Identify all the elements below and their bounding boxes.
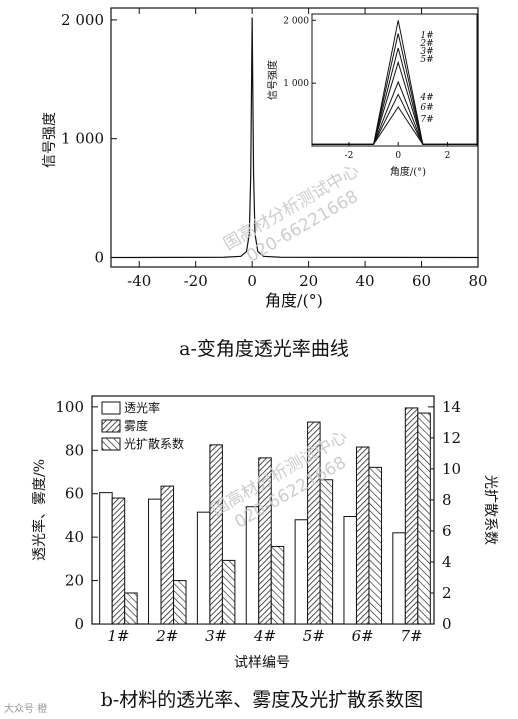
bar-haze bbox=[355, 446, 370, 625]
chart-b-y-axis-label-right: 光扩散系数 bbox=[482, 475, 498, 545]
inset-x-tick-label: 2 bbox=[445, 151, 451, 161]
chart-b-left-tick-label: 0 bbox=[74, 615, 84, 633]
chart-b-x-tick-label: 1# bbox=[107, 627, 129, 645]
chart-b-right-tick-label: 4 bbox=[442, 553, 452, 571]
inset-x-tick-label: 0 bbox=[395, 151, 401, 161]
inset-curve-1 bbox=[312, 20, 477, 145]
chart-a-y-tick-label: 1 000 bbox=[61, 130, 104, 148]
bar-transmittance bbox=[99, 492, 113, 625]
chart-b-x-axis-label: 试样编号 bbox=[234, 655, 290, 671]
chart-b-left-tick-label: 80 bbox=[65, 441, 84, 459]
chart-b-right-tick-label: 10 bbox=[442, 460, 461, 478]
bar-diffusion bbox=[368, 466, 382, 625]
chart-b-left-tick-label: 20 bbox=[65, 572, 84, 590]
bar-haze bbox=[258, 457, 272, 625]
bar-diffusion bbox=[173, 580, 187, 625]
chart-a-x-tick-label: 40 bbox=[356, 272, 375, 290]
chart-b-bars bbox=[99, 407, 431, 625]
chart-b-x-tick-label: 5# bbox=[303, 627, 325, 645]
inset-y-axis-label: 信号强度 bbox=[266, 60, 279, 100]
legend-swatch-transmittance bbox=[101, 401, 121, 415]
inset-curve-label: 2# bbox=[419, 39, 433, 49]
inset-y-tick-label: 1 000 bbox=[283, 79, 309, 89]
inset-curve-5 bbox=[312, 60, 477, 145]
legend-label-transmittance: 透光率 bbox=[124, 400, 160, 415]
chart-b-x-tick-label: 4# bbox=[253, 627, 276, 645]
bar-transmittance bbox=[196, 511, 211, 625]
chart-a-plot-frame bbox=[110, 7, 479, 268]
chart-a-series bbox=[110, 17, 479, 259]
inset-curve-label: 3# bbox=[420, 47, 433, 57]
chart-b-right-tick-label: 2 bbox=[442, 584, 452, 602]
inset-plot-frame bbox=[311, 13, 478, 147]
bar-transmittance bbox=[148, 498, 162, 625]
chart-a-x-tick-label: 20 bbox=[299, 272, 318, 290]
chart-b-ticks: 0 20 40 60 80 100 0 2 4 6 8 10 12 14 1# 2# 3# 4# 5# 6# 7# bbox=[55, 398, 461, 645]
chart-a-y-axis-label: 信号强度 bbox=[42, 112, 58, 168]
inset-x-tick-label: -2 bbox=[345, 151, 354, 161]
chart-b-right-tick-label: 12 bbox=[442, 429, 461, 447]
bar-transmittance bbox=[392, 532, 406, 625]
inset-curve-7 bbox=[312, 106, 477, 145]
inset-y-tick-label: 2 000 bbox=[283, 16, 309, 26]
chart-b-x-tick-label: 7# bbox=[401, 627, 423, 645]
chart-a-x-axis-label: 角度/(°) bbox=[265, 291, 323, 310]
chart-a-y-tick-label: 2 000 bbox=[61, 11, 104, 29]
watermark-b: 国高材分析测试中心 020-66221668 bbox=[208, 427, 351, 533]
chart-b-right-tick-label: 6 bbox=[442, 522, 452, 540]
inset-x-axis-label: 角度/(°) bbox=[390, 165, 426, 178]
chart-a-x-tick-label: -40 bbox=[127, 272, 151, 290]
inset-curve-label: 1# bbox=[420, 31, 433, 41]
bar-diffusion bbox=[270, 545, 285, 625]
bar-haze bbox=[404, 407, 419, 625]
chart-a-y-tick-label: 0 bbox=[94, 248, 104, 266]
inset-curve-label: 6# bbox=[420, 103, 433, 113]
chart-b-left-tick-label: 60 bbox=[65, 485, 84, 503]
chart-b-left-tick-label: 100 bbox=[55, 398, 84, 416]
inset-curve-6 bbox=[312, 93, 477, 145]
chart-b-x-tick-label: 3# bbox=[205, 627, 227, 645]
chart-b-right-tick-label: 0 bbox=[442, 615, 452, 633]
inset-curve-label: 5# bbox=[420, 55, 433, 65]
bar-haze bbox=[111, 497, 126, 625]
inset-curve-2 bbox=[312, 33, 477, 145]
legend-swatch-diffusion bbox=[101, 437, 121, 451]
legend-label-diffusion: 光扩散系数 bbox=[124, 436, 184, 451]
bar-haze bbox=[209, 444, 223, 625]
chart-a-signal-line bbox=[110, 17, 479, 259]
inset-curve-label: 7# bbox=[420, 115, 433, 125]
bar-transmittance bbox=[343, 516, 357, 625]
chart-a-x-tick-label: 60 bbox=[412, 272, 431, 290]
bar-diffusion bbox=[124, 592, 138, 625]
transmittance-haze-diffusion-chart: 0 20 40 60 80 100 0 2 4 6 8 10 12 14 1# 2# 3# 4# 5# 6# 7# 透光… bbox=[31, 395, 498, 711]
bar-diffusion bbox=[221, 559, 236, 625]
chart-b-right-tick-label: 8 bbox=[442, 491, 452, 509]
legend-label-haze: 雾度 bbox=[124, 418, 148, 433]
inset-series: 1#2#3#5# 4#6# 7# bbox=[312, 20, 477, 145]
chart-b-x-tick-label: 6# bbox=[352, 627, 374, 645]
inset-curve-3 bbox=[312, 47, 477, 145]
chart-b-right-tick-label: 14 bbox=[442, 398, 461, 416]
chart-a-x-tick-label: 80 bbox=[468, 272, 487, 290]
legend-swatch-haze bbox=[101, 419, 121, 433]
bar-transmittance bbox=[294, 519, 309, 625]
inset-curve-label: 4# bbox=[419, 93, 433, 103]
chart-a-inset: -2 0 2 1 000 2 000 1#2#3#5# 4#6# 7# 信号强度 角度/(°… bbox=[266, 13, 478, 178]
source-credit: 大众号 橙 bbox=[4, 704, 48, 715]
chart-a-x-tick-label: 0 bbox=[247, 272, 257, 290]
chart-a-x-tick-label: -20 bbox=[184, 272, 208, 290]
chart-a-caption: a-变角度透光率曲线 bbox=[179, 338, 349, 360]
chart-b-x-tick-label: 2# bbox=[155, 627, 178, 645]
chart-b-legend: 透光率 雾度 光扩散系数 bbox=[101, 400, 184, 451]
chart-b-caption: b-材料的透光率、雾度及光扩散系数图 bbox=[101, 689, 424, 711]
bar-haze bbox=[160, 485, 175, 625]
bar-diffusion bbox=[319, 479, 334, 625]
chart-b-left-tick-label: 40 bbox=[65, 528, 84, 546]
bar-diffusion bbox=[417, 412, 431, 625]
chart-b-y-axis-label-left: 透光率、雾度/% bbox=[31, 459, 48, 561]
